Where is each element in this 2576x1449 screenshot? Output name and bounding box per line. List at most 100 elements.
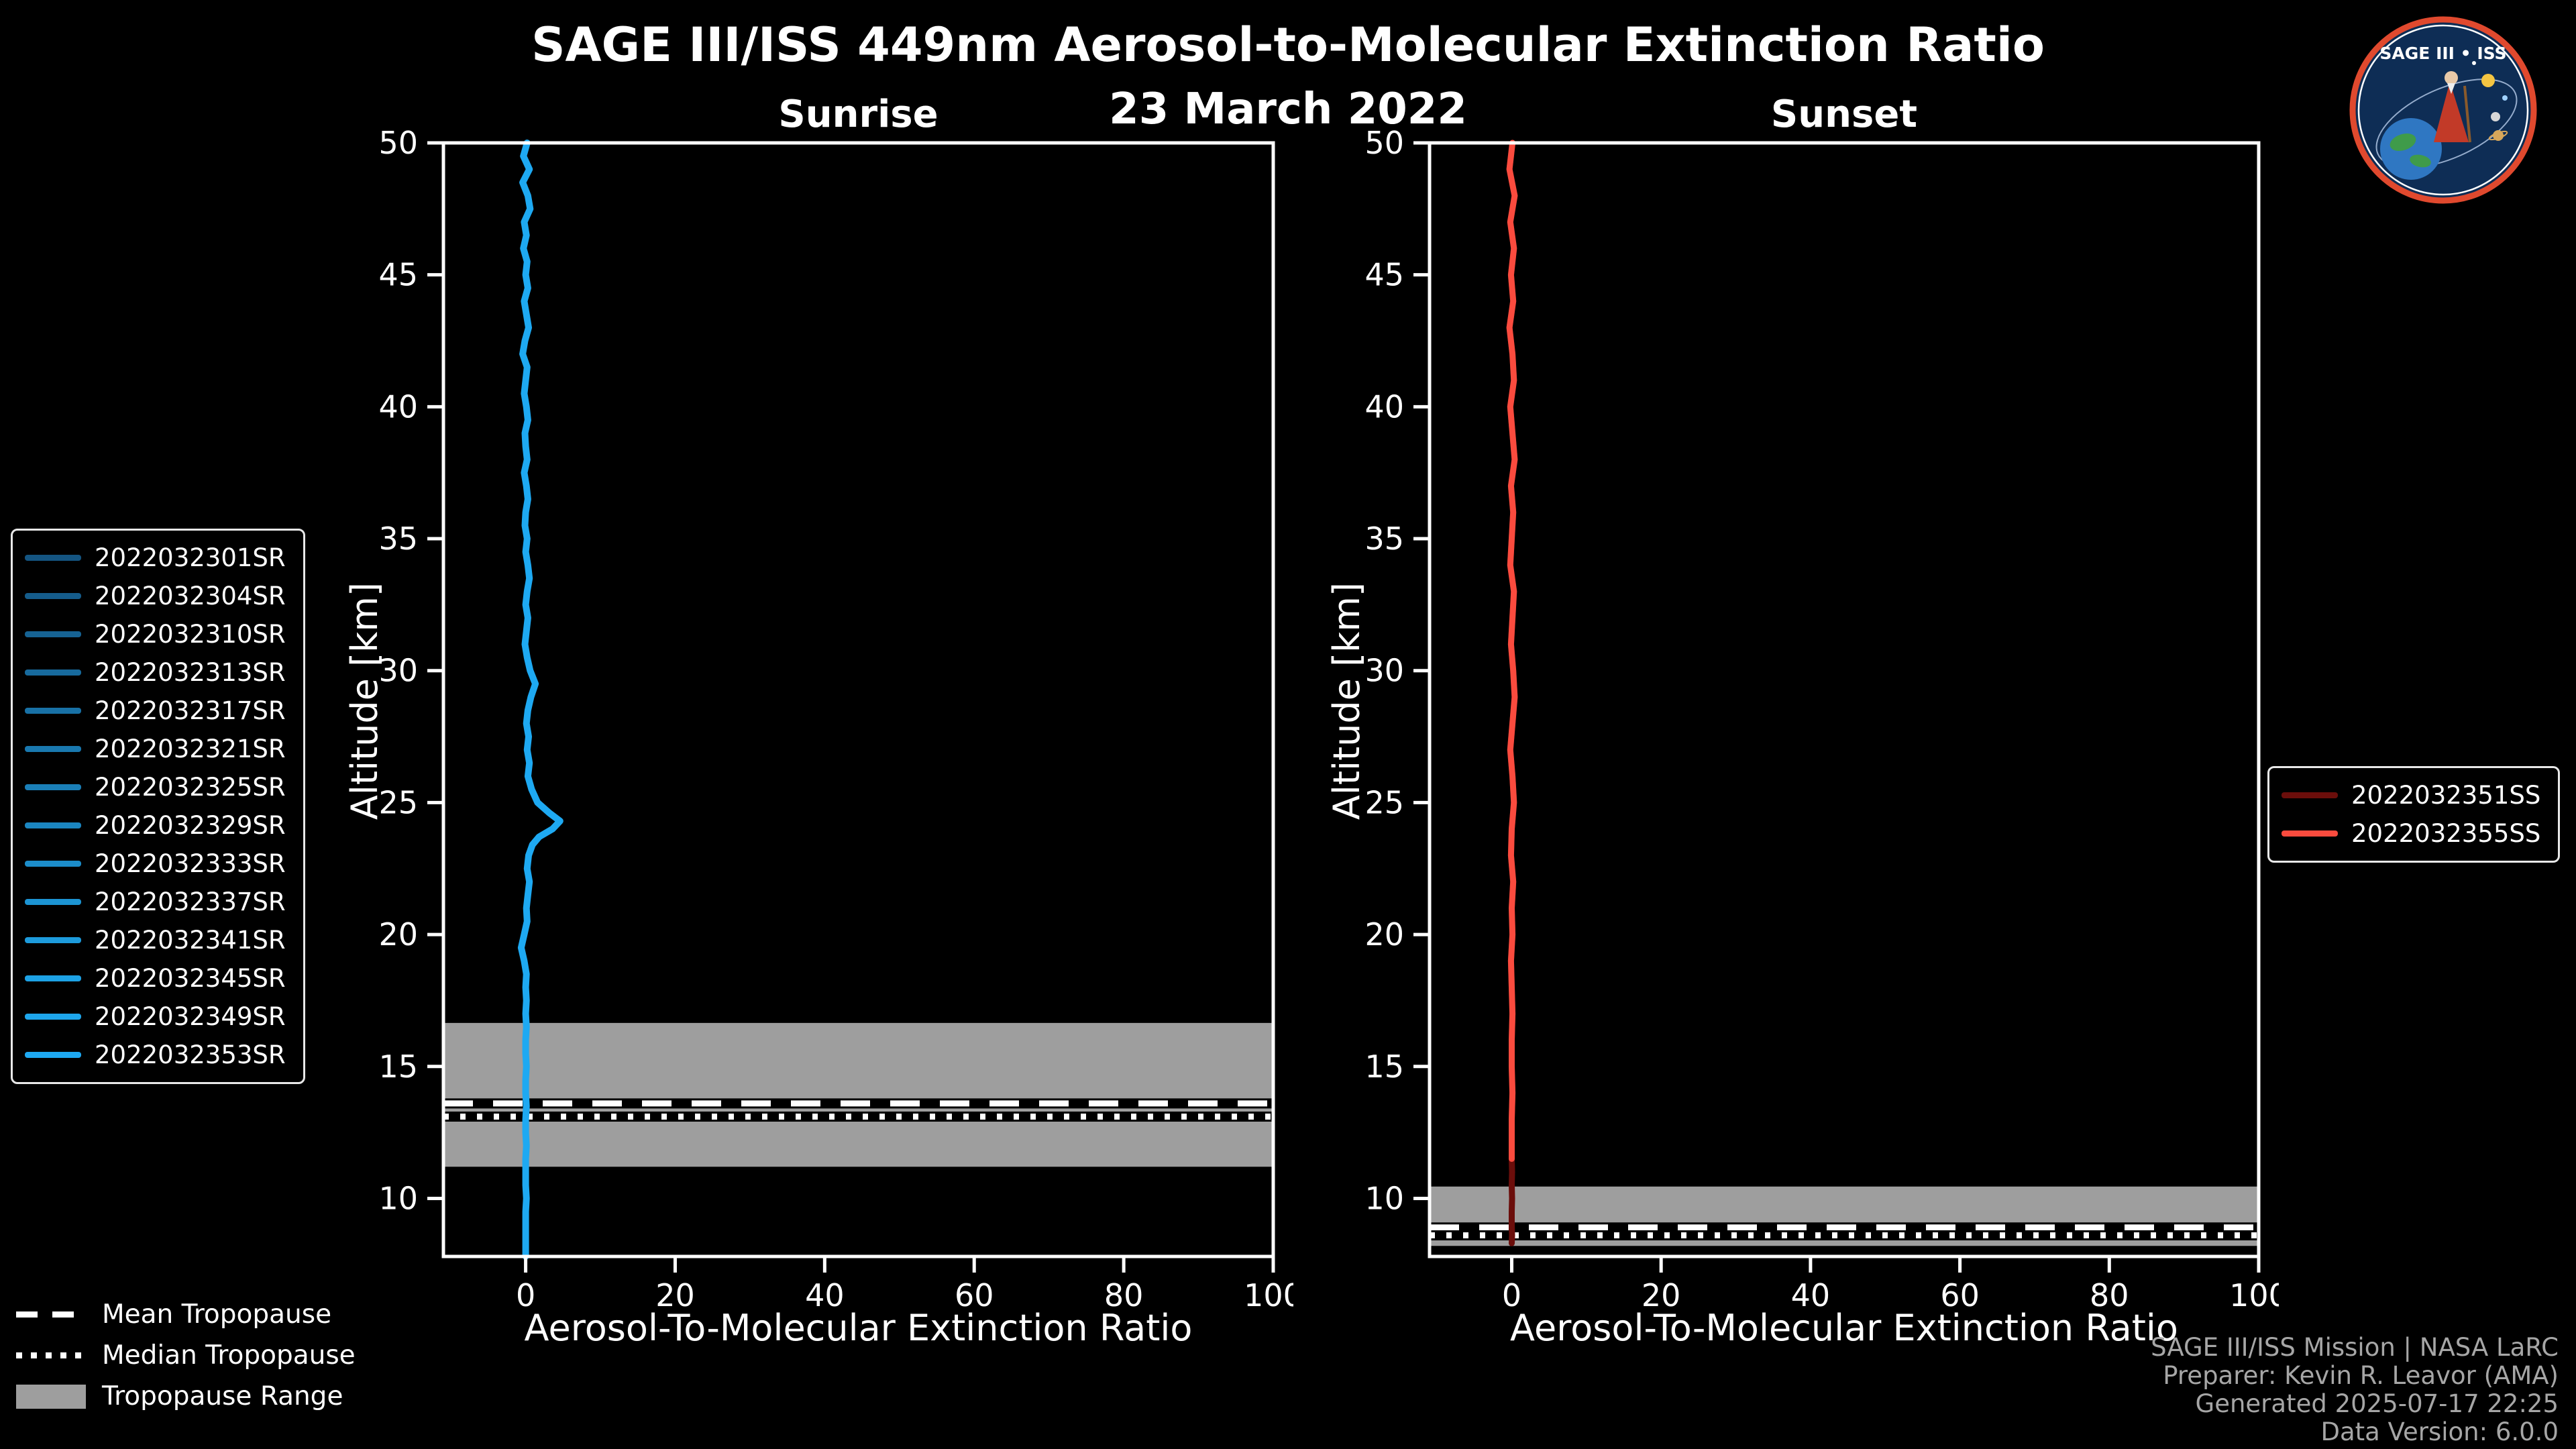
sunrise-panel-title: Sunrise [778,93,938,136]
legend-item: 2022032325SR [25,768,286,806]
x-tick-label: 0 [516,1277,535,1313]
legend-label: 2022032313SR [95,658,286,687]
sunrise-x-axis-label: Aerosol-To-Molecular Extinction Ratio [524,1307,1193,1349]
legend-label: 2022032355SS [2351,819,2541,848]
y-tick-label: 45 [378,257,418,293]
x-tick-label: 100 [1244,1277,1293,1313]
x-tick-label: 20 [655,1277,695,1313]
sage-iii-iss-logo: SAGE III • ISS [2349,16,2537,204]
x-tick-label: 80 [1104,1277,1144,1313]
legend-label: 2022032310SR [95,620,286,649]
y-tick-label: 30 [1364,653,1404,689]
credit-preparer: Preparer: Kevin R. Leavor (AMA) [2163,1361,2559,1390]
tropopause-legend: Mean Tropopause Median Tropopause Tropop… [16,1294,356,1417]
legend-label: 2022032329SR [95,811,286,840]
legend-item: 2022032349SR [25,998,286,1036]
legend-item: 2022032304SR [25,577,286,615]
median-tropopause-legend-item: Median Tropopause [16,1335,356,1376]
logo-earth-land [2410,154,2431,168]
x-tick-label: 60 [1940,1277,1980,1313]
y-tick-label: 40 [378,388,418,425]
logo-orbit-path [2375,78,2518,168]
sunset-legend: 2022032351SS 2022032355SS [2267,766,2561,863]
y-tick-label: 50 [378,125,418,161]
y-tick-label: 25 [1364,784,1404,820]
legend-item: 2022032329SR [25,806,286,845]
legend-label: 2022032325SR [95,773,286,802]
legend-item: 2022032333SR [25,845,286,883]
profile-sunrise-composite-14-events [517,140,564,1260]
legend-item: 2022032351SS [2282,776,2540,814]
x-tick-label: 40 [805,1277,845,1313]
plot-border [441,141,1275,1258]
median-tropopause-line-sample [16,1352,86,1358]
legend-label: 2022032349SR [95,1002,286,1031]
legend-line-swatch [25,669,81,676]
y-tick-label: 20 [1364,916,1404,953]
credit-mission: SAGE III/ISS Mission | NASA LaRC [2151,1333,2559,1362]
legend-label: 2022032353SR [95,1040,286,1069]
tropopause-range-legend-item: Tropopause Range [16,1376,356,1417]
x-tick-label: 100 [2229,1277,2279,1313]
legend-line-swatch [25,555,81,561]
mean-tropopause-label: Mean Tropopause [102,1299,332,1330]
logo-earth [2380,118,2442,180]
y-tick-label: 35 [378,521,418,557]
y-tick-label: 45 [1364,257,1404,293]
plot-border [1428,141,2261,1258]
legend-item: 2022032355SS [2282,814,2540,853]
legend-line-swatch [25,631,81,637]
sunset-plot: 0 20 40 60 80 100 10 15 20 25 30 35 40 45 50 [1364,125,2279,1313]
legend-line-swatch [2282,830,2338,837]
y-tick-label: 15 [378,1049,418,1085]
y-tick-label: 50 [1364,125,1404,161]
y-tick-label: 10 [378,1180,418,1216]
y-tick-label: 30 [378,653,418,689]
y-tick-label: 35 [1364,521,1404,557]
x-tick-label: 20 [1642,1277,1681,1313]
x-tick-label: 40 [1791,1277,1831,1313]
logo-planet-ring [2488,130,2508,141]
tropopause-range-sample [16,1384,86,1409]
legend-line-swatch [25,899,81,905]
legend-item: 2022032345SR [25,959,286,998]
logo-star [2502,95,2508,101]
legend-label: 2022032345SR [95,964,286,993]
legend-item: 2022032310SR [25,615,286,653]
sunrise-legend: 2022032301SR 2022032304SR 2022032310SR 2022… [11,529,305,1084]
credit-data-version: Data Version: 6.0.0 [2320,1417,2559,1446]
legend-line-swatch [25,1014,81,1020]
legend-item: 2022032341SR [25,921,286,959]
credits: SAGE III/ISS Mission | NASA LaRC Prepare… [2151,1334,2559,1446]
legend-item: 2022032313SR [25,653,286,692]
legend-label: 2022032337SR [95,888,286,916]
sunset-panel-title: Sunset [1770,93,1918,136]
logo-inner-ring [2357,24,2529,196]
median-tropopause-label: Median Tropopause [102,1340,356,1371]
x-tick-label: 0 [1502,1277,1521,1313]
legend-line-swatch [25,593,81,599]
legend-label: 2022032341SR [95,926,286,955]
plot-area [1430,143,2259,1256]
legend-item: 2022032353SR [25,1036,286,1074]
logo-sage-beard [2447,83,2455,94]
logo-moon [2491,112,2500,121]
mean-tropopause-legend-item: Mean Tropopause [16,1294,356,1335]
x-tick-label: 60 [955,1277,994,1313]
legend-line-swatch [25,975,81,981]
credit-generated: Generated 2025-07-17 22:25 [2195,1389,2559,1418]
legend-line-swatch [25,746,81,752]
legend-label: 2022032351SS [2351,781,2541,810]
y-tick-label: 10 [1364,1180,1404,1216]
legend-line-swatch [25,708,81,714]
legend-label: 2022032317SR [95,696,286,725]
legend-line-swatch [2282,792,2338,798]
mean-tropopause-line-sample [16,1311,86,1318]
legend-label: 2022032333SR [95,849,286,878]
logo-title: SAGE III • ISS [2379,44,2506,63]
legend-item: 2022032317SR [25,692,286,730]
legend-label: 2022032301SR [95,543,286,572]
tropopause-range-band [443,1022,1273,1167]
logo-sage-head [2445,71,2458,85]
